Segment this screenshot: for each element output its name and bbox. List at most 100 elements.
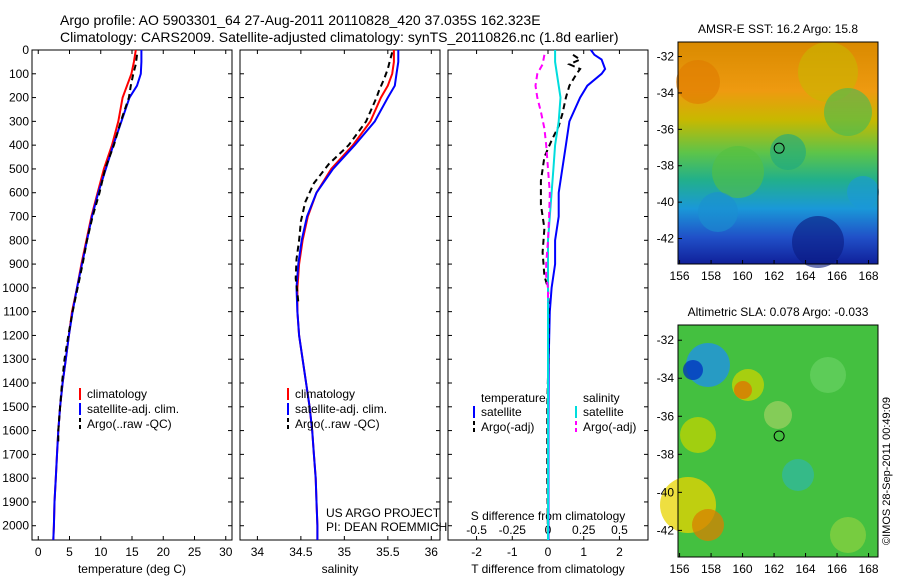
legend-label: Argo(..raw -QC): [295, 417, 380, 431]
sst-patch: [824, 88, 872, 136]
legend-label: satellite: [481, 405, 522, 419]
map-sla_map: 156 158 160 162 164 166 168 -32 -34 -36 -38 -40 -42 A…: [657, 305, 879, 576]
y-tick-label: 900: [9, 257, 29, 271]
x-tick-label: -1: [507, 545, 518, 559]
series-line-t-satellite: [547, 49, 607, 540]
map-x-tick-label: 168: [859, 562, 879, 576]
legend-label: Argo(..raw -QC): [87, 417, 172, 431]
y-tick-label: 1500: [2, 400, 29, 414]
y-tick-label: 1900: [2, 495, 29, 509]
y-tick-label: 1700: [2, 447, 29, 461]
plot-title-line-2: Climatology: CARS2009. Satellite-adjuste…: [60, 29, 619, 45]
map-y-tick-label: -42: [657, 523, 675, 537]
x-tick-label: 2: [616, 545, 623, 559]
map-x-tick-label: 166: [827, 269, 847, 283]
sst-patch: [792, 216, 844, 268]
sla-patch: [692, 509, 724, 541]
map-y-tick-label: -36: [657, 122, 675, 136]
x-tick-label-secondary: -0.5: [466, 523, 487, 537]
sst-patch: [712, 146, 764, 198]
panel-difference: -2 -1 0 1 2 T difference from climatology -0.5…: [447, 49, 649, 576]
legend-title: temperature: [481, 391, 546, 405]
x-tick-label: 35: [338, 545, 352, 559]
sst-patch: [698, 192, 738, 232]
series-line-satellite-adj-clim-: [52, 50, 143, 541]
x-tick-label-secondary: -0.25: [499, 523, 527, 537]
sla-patch: [683, 360, 703, 380]
y-tick-label: 800: [9, 233, 29, 247]
map-x-tick-label: 164: [796, 269, 816, 283]
series-line-climatology: [296, 50, 395, 540]
legend-label: satellite-adj. clim.: [87, 402, 179, 416]
legend-label: satellite-adj. clim.: [295, 402, 387, 416]
x-tick-label: 36: [425, 545, 439, 559]
y-tick-label: 1600: [2, 424, 29, 438]
x-tick-label-secondary: 0.5: [611, 523, 628, 537]
x-axis-label: salinity: [322, 562, 359, 576]
map-y-tick-label: -32: [657, 333, 675, 347]
x-tick-label: 0: [35, 545, 42, 559]
legend-label: climatology: [87, 387, 147, 401]
x-tick-label: 30: [219, 545, 233, 559]
x-tick-label: 35.5: [376, 545, 400, 559]
sla-patch: [810, 357, 846, 393]
x-tick-label: -2: [471, 545, 482, 559]
map-x-tick-label: 166: [827, 562, 847, 576]
map-y-tick-label: -38: [657, 447, 675, 461]
map-frame: [677, 324, 879, 558]
map-x-tick-label: 158: [701, 269, 721, 283]
map-x-tick-label: 156: [670, 562, 690, 576]
y-tick-label: 1300: [2, 352, 29, 366]
map-y-tick-label: -42: [657, 232, 675, 246]
map-x-tick-label: 162: [764, 269, 784, 283]
annotation-text: PI: DEAN ROEMMICH: [326, 520, 447, 534]
x-tick-label: 15: [125, 545, 139, 559]
argo-location-marker: [773, 430, 785, 442]
y-tick-label: 2000: [2, 519, 29, 533]
series-line-climatology: [52, 49, 137, 541]
y-tick-label: 500: [9, 162, 29, 176]
x-tick-label: 5: [66, 545, 73, 559]
x-tick-label: 20: [157, 545, 171, 559]
y-tick-label: 1400: [2, 376, 29, 390]
y-tick-label: 300: [9, 114, 29, 128]
x-tick-label: 34.5: [289, 545, 313, 559]
panel-salinity: 34 34.5 35 35.5 36 salinity climatologysatelli…: [239, 49, 447, 576]
sla-patch: [782, 459, 814, 491]
map-y-tick-label: -32: [657, 50, 675, 64]
series-line-s-argo-adj-: [534, 54, 551, 303]
annotation-text: US ARGO PROJECT: [326, 506, 441, 520]
map-title: Altimetric SLA: 0.078 Argo: -0.033: [688, 305, 869, 319]
panel-temperature: 0100200300400500600700800900100011001200…: [2, 43, 232, 576]
map-x-tick-label: 156: [670, 269, 690, 283]
y-tick-label: 600: [9, 186, 29, 200]
map-sst_map: 156 158 160 162 164 166 168 -32 -34 -36 -38 -40 -42 A…: [657, 22, 879, 283]
series-line-argo-raw-qc-: [294, 52, 394, 303]
plot-title-line-1: Argo profile: AO 5903301_64 27-Aug-2011 …: [60, 12, 541, 28]
legend-label: satellite: [583, 405, 624, 419]
sla-patch: [680, 417, 716, 453]
x-axis-label: T difference from climatology: [471, 562, 625, 576]
y-tick-label: 400: [9, 138, 29, 152]
legend-label: Argo(-adj): [481, 420, 534, 434]
y-tick-label: 200: [9, 91, 29, 105]
argo-location-marker: [773, 142, 785, 154]
map-x-tick-label: 168: [859, 269, 879, 283]
x-tick-label: 10: [94, 545, 108, 559]
series-line-s-satellite: [547, 50, 562, 540]
series-line-argo-raw-qc-: [57, 54, 138, 443]
x-tick-label: 0: [545, 545, 552, 559]
x-tick-label-secondary: 0.25: [572, 523, 596, 537]
y-tick-label: 1000: [2, 281, 29, 295]
map-title: AMSR-E SST: 16.2 Argo: 15.8: [698, 22, 858, 36]
legend-label: climatology: [295, 387, 355, 401]
series-line-satellite-adj-clim-: [295, 50, 400, 540]
map-y-tick-label: -34: [657, 371, 675, 385]
y-tick-label: 1200: [2, 328, 29, 342]
x-axis-label: temperature (deg C): [78, 562, 186, 576]
sst-patch: [847, 176, 879, 208]
y-tick-label: 100: [9, 67, 29, 81]
y-tick-label: 1800: [2, 471, 29, 485]
sla-patch: [764, 401, 792, 429]
